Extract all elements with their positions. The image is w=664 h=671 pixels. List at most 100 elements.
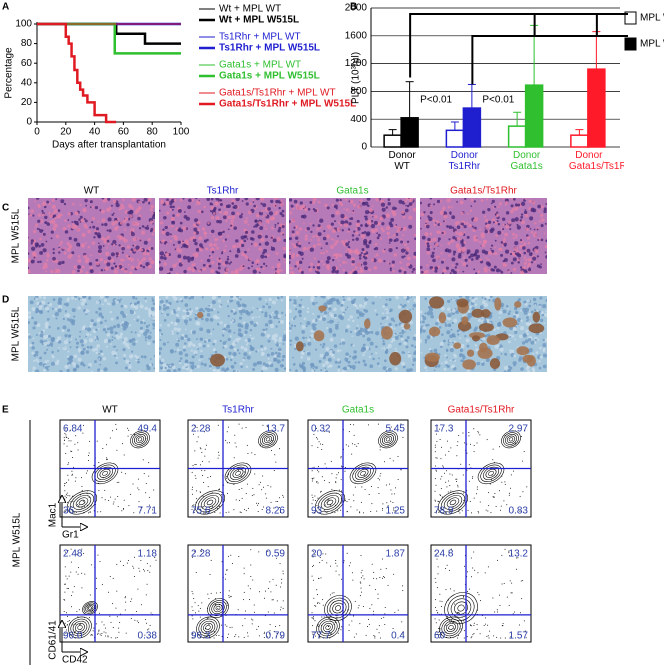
cell [311, 323, 316, 328]
cell [504, 352, 508, 356]
cell [92, 225, 96, 229]
event [238, 423, 240, 425]
event [72, 624, 74, 626]
cell [500, 227, 503, 230]
event [115, 607, 117, 609]
event [456, 455, 458, 457]
event [397, 456, 399, 458]
event [228, 595, 230, 597]
cell [151, 233, 155, 236]
cell [240, 365, 244, 368]
event [275, 636, 277, 638]
cell [255, 316, 257, 319]
cell [527, 268, 532, 272]
cell [273, 315, 277, 320]
event [74, 630, 76, 632]
cell [142, 257, 146, 261]
event [198, 610, 200, 612]
cell [393, 333, 396, 336]
cell [39, 333, 44, 338]
cell [184, 328, 187, 331]
cell [208, 242, 213, 247]
event [234, 636, 236, 638]
cell [115, 252, 119, 256]
cell [276, 270, 280, 274]
cell [324, 360, 329, 365]
cell [230, 226, 234, 229]
cell [186, 311, 190, 316]
cell [188, 341, 193, 346]
event [192, 633, 194, 635]
event [257, 504, 259, 506]
cell [374, 243, 378, 246]
cell [315, 323, 317, 326]
event [520, 580, 522, 582]
cell [60, 240, 64, 244]
cell [122, 198, 125, 202]
cell [517, 261, 520, 264]
stained-cell [461, 316, 469, 325]
cell [307, 338, 311, 342]
cell [522, 246, 526, 250]
cell [99, 321, 103, 325]
event [71, 473, 73, 475]
cell [245, 256, 249, 259]
cell [160, 255, 164, 260]
event [314, 620, 316, 622]
cell [338, 221, 341, 224]
cell [384, 316, 387, 319]
event [367, 424, 369, 426]
event [387, 506, 389, 508]
cell [316, 265, 321, 270]
event [238, 469, 240, 471]
cell [338, 260, 340, 262]
event [348, 499, 350, 501]
event [118, 481, 120, 483]
event [214, 604, 216, 606]
event [456, 478, 458, 480]
event [450, 636, 452, 638]
cell [316, 263, 320, 267]
event [334, 512, 336, 514]
cell [376, 362, 380, 365]
cell [55, 198, 58, 201]
cell [103, 367, 108, 372]
event [473, 428, 475, 430]
event [279, 506, 281, 508]
cell [298, 267, 302, 272]
event [191, 632, 193, 634]
cell [463, 224, 467, 229]
event [264, 590, 266, 592]
cell [347, 230, 350, 233]
cell [397, 305, 402, 309]
cell [399, 261, 402, 264]
cell [496, 214, 499, 218]
cell [35, 198, 40, 200]
cell [270, 347, 273, 350]
cell [51, 350, 54, 354]
cell [544, 222, 547, 225]
cell [259, 226, 264, 230]
event [103, 624, 105, 626]
event [437, 500, 439, 502]
cell [192, 223, 198, 228]
cell [218, 208, 221, 212]
event [512, 510, 514, 512]
event [330, 565, 332, 567]
event [443, 632, 445, 634]
cell [236, 245, 239, 248]
cell [290, 254, 295, 259]
cell [316, 271, 320, 274]
cell [96, 300, 100, 305]
cell [353, 350, 357, 354]
cell [175, 342, 180, 347]
event [523, 450, 525, 452]
cell [544, 312, 547, 317]
cell [345, 352, 349, 356]
event [149, 571, 151, 573]
event [247, 635, 249, 637]
cell [31, 251, 37, 256]
cell [375, 313, 379, 316]
cell [471, 306, 475, 311]
cell [149, 208, 153, 212]
